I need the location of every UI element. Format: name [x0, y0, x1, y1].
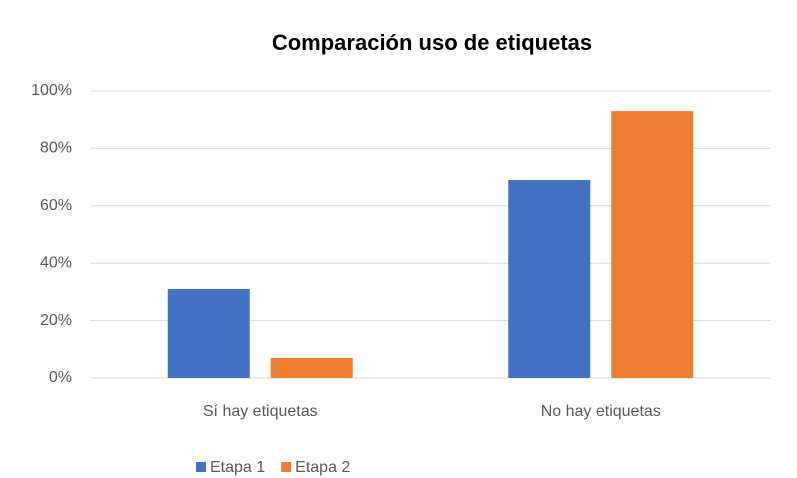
x-tick-label: No hay etiquetas — [541, 403, 661, 420]
bar — [167, 289, 250, 378]
y-tick-label: 80% — [40, 140, 72, 157]
y-tick-label: 100% — [31, 82, 72, 99]
y-tick-label: 20% — [40, 312, 72, 329]
x-tick-label: Sí hay etiquetas — [203, 403, 318, 420]
legend-swatch — [196, 462, 206, 472]
chart-title: Comparación uso de etiquetas — [272, 30, 592, 55]
y-tick-label: 0% — [49, 369, 72, 386]
bar — [611, 111, 694, 378]
bar — [508, 179, 591, 378]
y-tick-label: 60% — [40, 197, 72, 214]
legend-label: Etapa 1 — [210, 459, 265, 476]
bar — [270, 357, 353, 378]
legend-swatch — [281, 462, 292, 472]
y-tick-label: 40% — [40, 254, 72, 271]
legend-label: Etapa 2 — [295, 459, 350, 476]
